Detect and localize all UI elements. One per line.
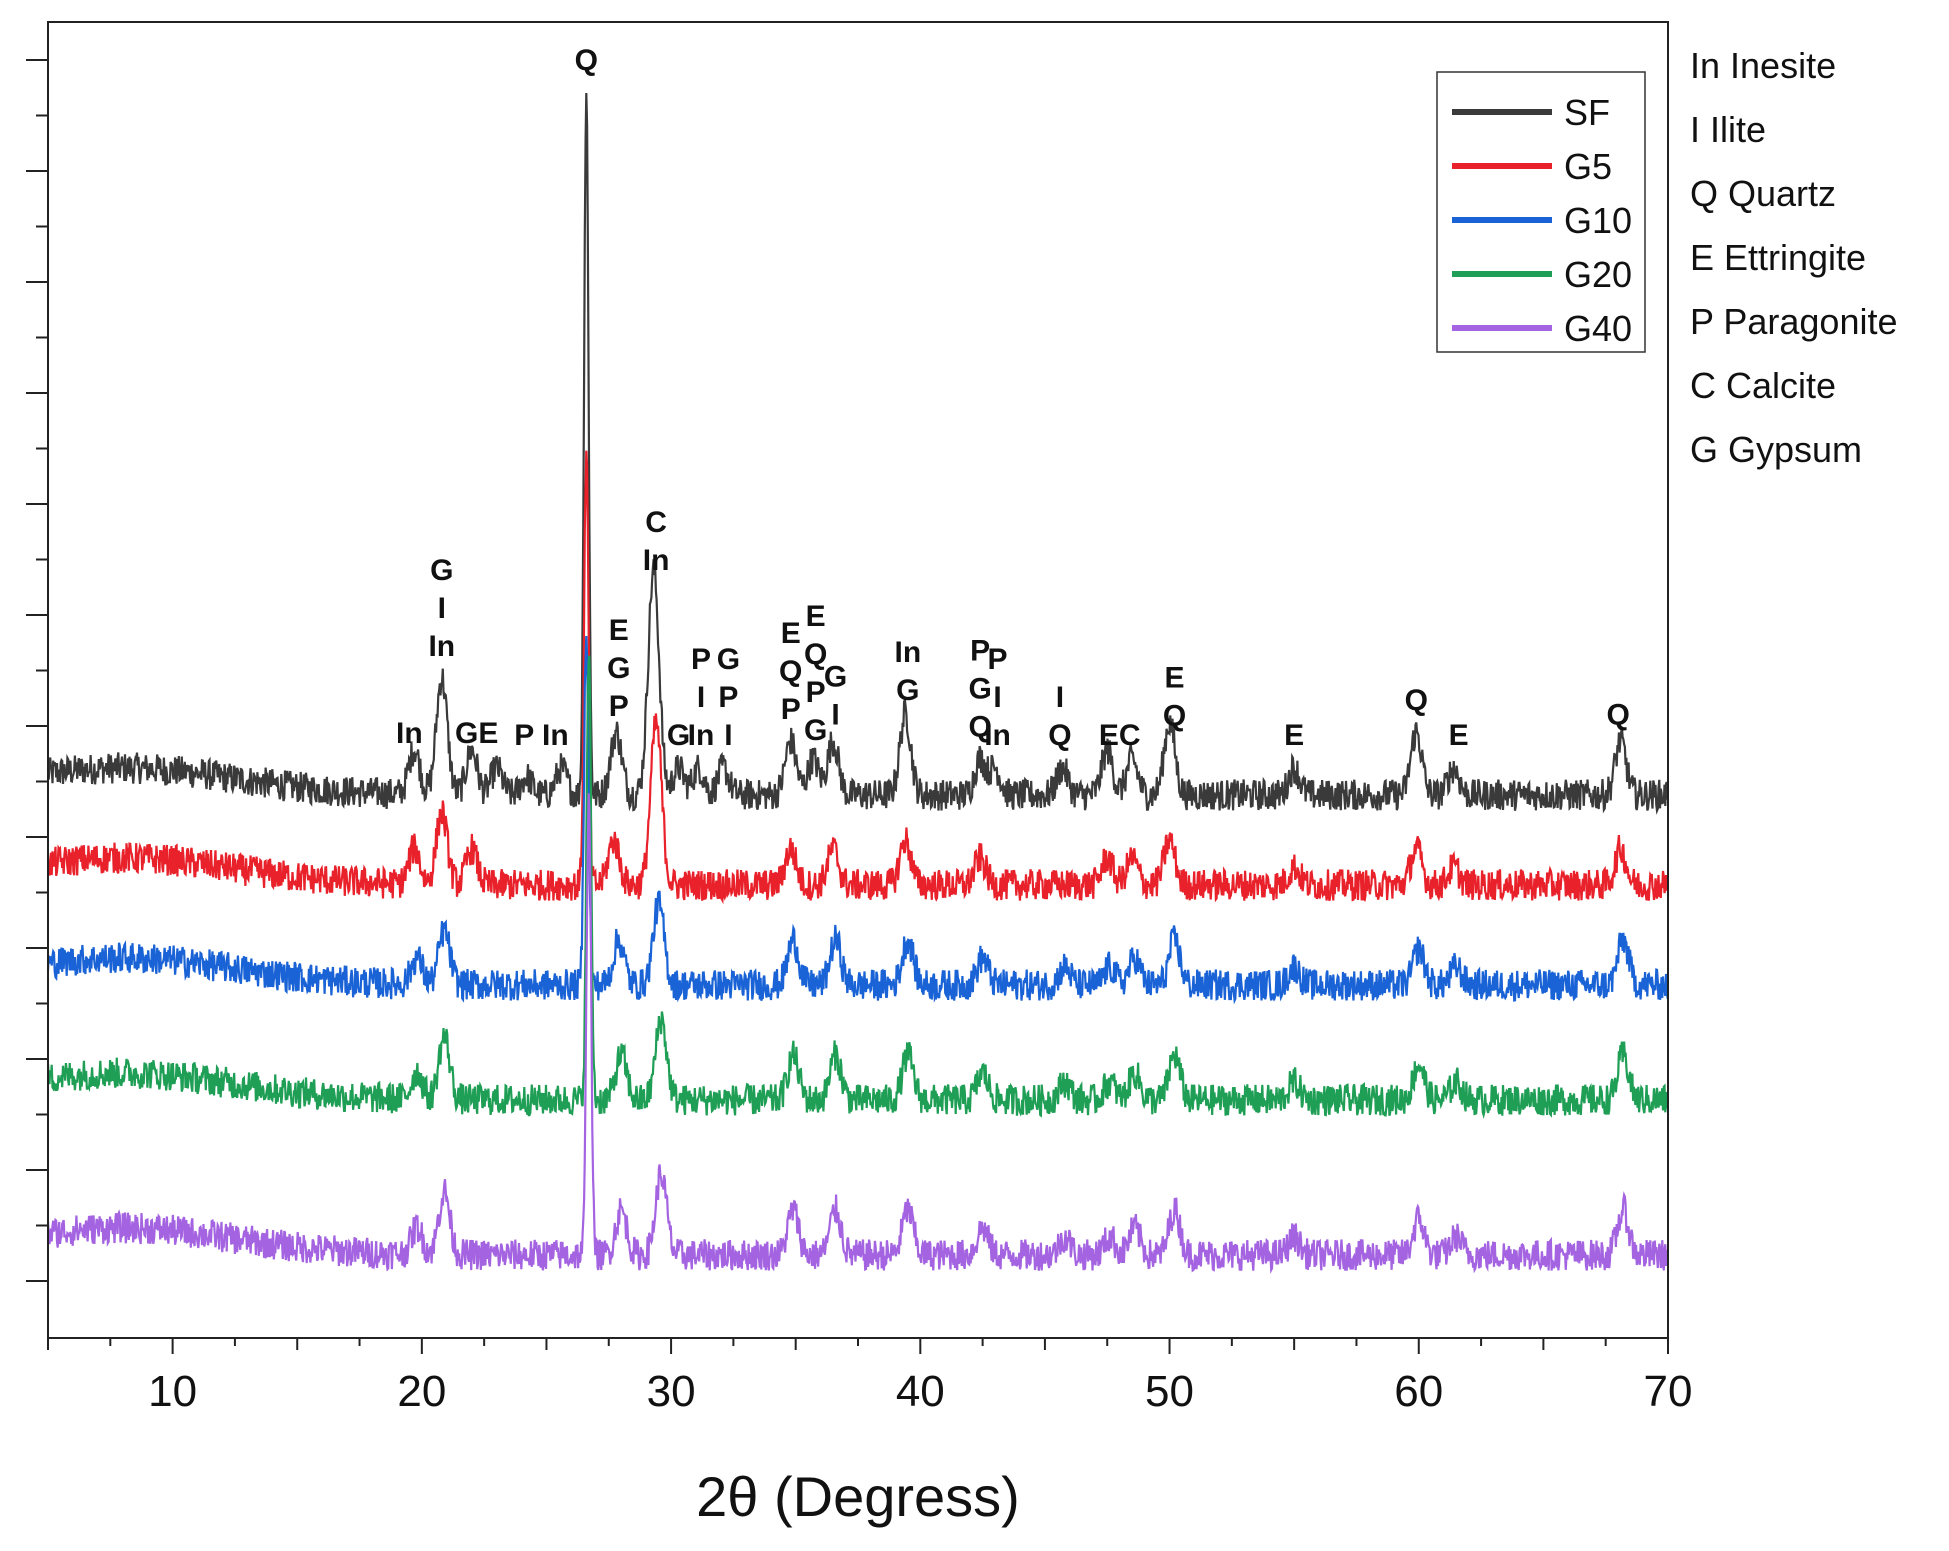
peak-label: EC	[1099, 719, 1141, 752]
peak-label: C	[645, 506, 667, 539]
peak-label: Q	[1048, 719, 1071, 752]
peak-label: E	[609, 614, 629, 647]
series-line-g20	[46, 655, 1669, 1120]
peak-label: I	[993, 681, 1001, 714]
peak-label: G	[667, 719, 690, 752]
peak-label: In	[643, 544, 670, 577]
peak-label: P	[806, 676, 826, 709]
mineral-key-item: P Paragonite	[1690, 301, 1898, 342]
series-layer	[46, 92, 1669, 1275]
mineral-key-item: E Ettringite	[1690, 237, 1866, 278]
peak-label: Q	[968, 710, 991, 743]
peak-label: I	[1056, 681, 1064, 714]
x-tick-label: 50	[1145, 1367, 1194, 1416]
series-line-g40	[46, 793, 1669, 1275]
series-line-g5	[46, 450, 1669, 905]
peak-label: P	[988, 643, 1008, 676]
series-line-sf	[46, 92, 1669, 815]
x-tick-label: 30	[647, 1367, 696, 1416]
x-tick-label: 40	[896, 1367, 945, 1416]
peak-label: Q	[779, 655, 802, 688]
peak-label: G	[430, 554, 453, 587]
peak-label: E	[1449, 719, 1469, 752]
peak-label: Q	[1606, 698, 1629, 731]
peak-label: P	[691, 643, 711, 676]
peak-label: In	[895, 636, 922, 669]
mineral-key-item: In Inesite	[1690, 45, 1836, 86]
legend-label-g20: G20	[1564, 254, 1632, 295]
peak-label: Q	[804, 638, 827, 671]
peak-label: I	[438, 592, 446, 625]
peak-label: In	[428, 630, 455, 663]
peak-label: G	[607, 652, 630, 685]
mineral-key: In Inesite I Ilite Q Quartz E Ettringite P P…	[1690, 45, 1898, 470]
peak-label: P	[609, 690, 629, 723]
peak-label: I	[724, 719, 732, 752]
peak-label: In	[396, 717, 423, 750]
peak-label: G	[824, 660, 847, 693]
peak-label: Q	[1405, 684, 1428, 717]
legend: SF G5 G10 G20 G40	[1436, 71, 1646, 353]
x-tick-label: 60	[1394, 1367, 1443, 1416]
peak-label: G	[896, 674, 919, 707]
legend-box	[1436, 71, 1646, 353]
legend-label-g5: G5	[1564, 146, 1612, 187]
peak-label: I	[831, 698, 839, 731]
mineral-key-item: I Ilite	[1690, 109, 1766, 150]
x-axis-title: 2θ (Degress)	[696, 1465, 1020, 1528]
peak-label: In	[984, 719, 1011, 752]
peak-label: P In	[514, 719, 568, 752]
legend-label-g40: G40	[1564, 308, 1632, 349]
mineral-key-item: C Calcite	[1690, 365, 1836, 406]
peak-label: E	[1284, 719, 1304, 752]
x-ticks: 10 20 30 40 50 60 70	[47, 1338, 1693, 1416]
peak-label: Q	[575, 44, 598, 77]
x-tick-label: 20	[397, 1367, 446, 1416]
peak-label: G	[717, 643, 740, 676]
legend-label-sf: SF	[1564, 92, 1610, 133]
peak-label: G	[804, 714, 827, 747]
peak-label: I	[697, 681, 705, 714]
y-ticks	[26, 59, 48, 1282]
peak-label: P	[781, 693, 801, 726]
x-tick-label: 70	[1644, 1367, 1693, 1416]
peak-label: E	[1165, 661, 1185, 694]
peak-label: P	[718, 681, 738, 714]
peak-label: In	[688, 719, 715, 752]
mineral-key-item: Q Quartz	[1690, 173, 1836, 214]
peak-label: P	[970, 634, 990, 667]
peak-label: Q	[1163, 699, 1186, 732]
mineral-key-item: G Gypsum	[1690, 429, 1862, 470]
peak-label: E	[781, 617, 801, 650]
x-tick-label: 10	[148, 1367, 197, 1416]
legend-label-g10: G10	[1564, 200, 1632, 241]
series-line-g10	[46, 635, 1669, 1005]
peak-label: E	[806, 600, 826, 633]
plot-frame	[47, 21, 1669, 1339]
axes	[47, 21, 1669, 1339]
peak-label: GE	[455, 717, 498, 750]
peak-label: G	[968, 672, 991, 705]
